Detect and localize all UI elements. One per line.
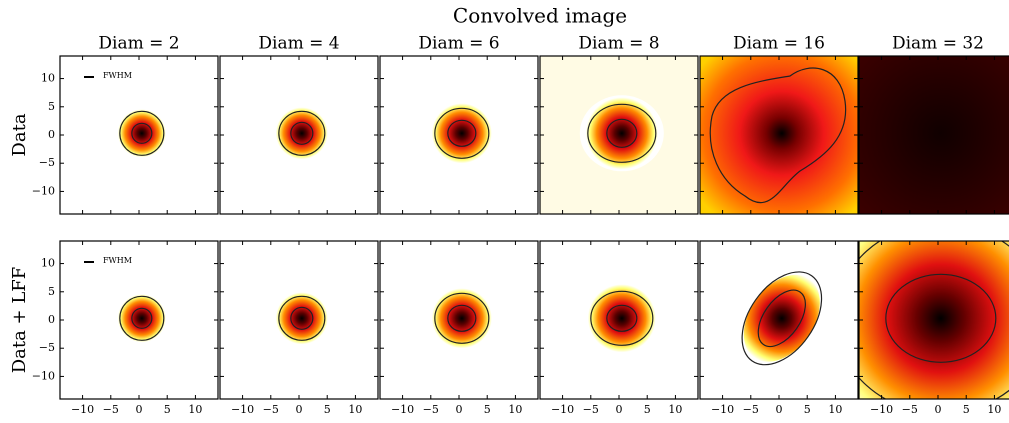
x-tick-label: −10 xyxy=(551,403,574,416)
panel xyxy=(699,240,859,400)
x-tick-label: −5 xyxy=(902,403,918,416)
panel xyxy=(59,240,219,400)
y-tick-label: −10 xyxy=(32,369,55,382)
contour xyxy=(290,121,314,145)
column-title: Diam = 16 xyxy=(733,34,825,54)
x-tick-label: 5 xyxy=(963,403,970,416)
image xyxy=(700,56,858,214)
panel xyxy=(379,240,539,400)
x-tick-label: 10 xyxy=(987,403,1001,416)
column-title: Diam = 6 xyxy=(418,34,499,54)
y-tick-label: −5 xyxy=(39,156,55,169)
panel xyxy=(379,55,539,215)
x-tick-label: 0 xyxy=(616,403,623,416)
x-tick-label: −5 xyxy=(743,403,759,416)
contour xyxy=(447,119,477,147)
figure-title: Convolved image xyxy=(453,4,627,28)
x-tick-label: 5 xyxy=(164,403,171,416)
x-tick-label: 0 xyxy=(136,403,143,416)
panel xyxy=(539,55,699,215)
x-tick-label: 10 xyxy=(828,403,842,416)
contour xyxy=(885,273,997,363)
contour xyxy=(119,110,165,156)
contour xyxy=(709,67,847,204)
y-tick-label: −5 xyxy=(39,341,55,354)
contour xyxy=(741,271,823,366)
x-tick-label: −10 xyxy=(71,403,94,416)
y-tick-label: 10 xyxy=(41,257,55,270)
contour xyxy=(434,107,490,159)
panel xyxy=(858,240,1009,400)
panel xyxy=(858,55,1009,215)
contour xyxy=(119,295,165,341)
x-tick-label: 10 xyxy=(508,403,522,416)
contour xyxy=(587,103,657,163)
contour xyxy=(131,307,153,329)
contour xyxy=(290,306,314,330)
x-tick-label: −5 xyxy=(263,403,279,416)
image xyxy=(275,292,328,345)
contour xyxy=(757,289,806,348)
image xyxy=(859,241,1009,399)
y-tick-label: −10 xyxy=(32,184,55,197)
image xyxy=(431,288,492,349)
row-label: Data + LFF xyxy=(9,267,30,374)
contour xyxy=(278,295,326,341)
x-tick-label: −10 xyxy=(711,403,734,416)
contour xyxy=(278,110,326,156)
legend-label: FWHM xyxy=(103,256,132,265)
column-title: Diam = 4 xyxy=(258,34,339,54)
y-tick-label: 5 xyxy=(48,285,55,298)
row-label: Data xyxy=(9,113,30,156)
x-tick-label: 0 xyxy=(456,403,463,416)
x-tick-label: 5 xyxy=(804,403,811,416)
image xyxy=(587,284,656,353)
panel xyxy=(539,240,699,400)
contour xyxy=(606,118,638,148)
image xyxy=(117,294,166,343)
panel xyxy=(699,55,859,215)
panel xyxy=(219,55,379,215)
column-title: Diam = 32 xyxy=(892,34,984,54)
panel xyxy=(219,240,379,400)
x-tick-label: −10 xyxy=(391,403,414,416)
x-tick-label: 5 xyxy=(644,403,651,416)
x-tick-label: 10 xyxy=(668,403,682,416)
image xyxy=(859,56,1009,214)
image xyxy=(431,103,492,164)
column-title: Diam = 2 xyxy=(98,34,179,54)
contour xyxy=(434,292,490,344)
image xyxy=(117,109,166,158)
x-tick-label: −10 xyxy=(231,403,254,416)
y-tick-label: 10 xyxy=(41,72,55,85)
x-tick-label: −10 xyxy=(870,403,893,416)
panel xyxy=(59,55,219,215)
x-tick-label: −5 xyxy=(423,403,439,416)
legend-label: FWHM xyxy=(103,71,132,80)
y-tick-label: 0 xyxy=(48,128,55,141)
contour xyxy=(447,304,477,332)
y-tick-label: 5 xyxy=(48,100,55,113)
image xyxy=(579,95,664,172)
x-tick-label: 5 xyxy=(484,403,491,416)
x-tick-label: 0 xyxy=(776,403,783,416)
x-tick-label: 0 xyxy=(935,403,942,416)
x-tick-label: 10 xyxy=(188,403,202,416)
image xyxy=(743,274,820,362)
contour xyxy=(131,122,153,144)
y-tick-label: 0 xyxy=(48,313,55,326)
x-tick-label: 10 xyxy=(348,403,362,416)
x-tick-label: −5 xyxy=(103,403,119,416)
contour xyxy=(606,304,638,332)
contour xyxy=(590,290,654,346)
x-tick-label: 5 xyxy=(324,403,331,416)
x-tick-label: −5 xyxy=(583,403,599,416)
x-tick-label: 0 xyxy=(296,403,303,416)
image xyxy=(275,107,328,160)
column-title: Diam = 8 xyxy=(578,34,659,54)
